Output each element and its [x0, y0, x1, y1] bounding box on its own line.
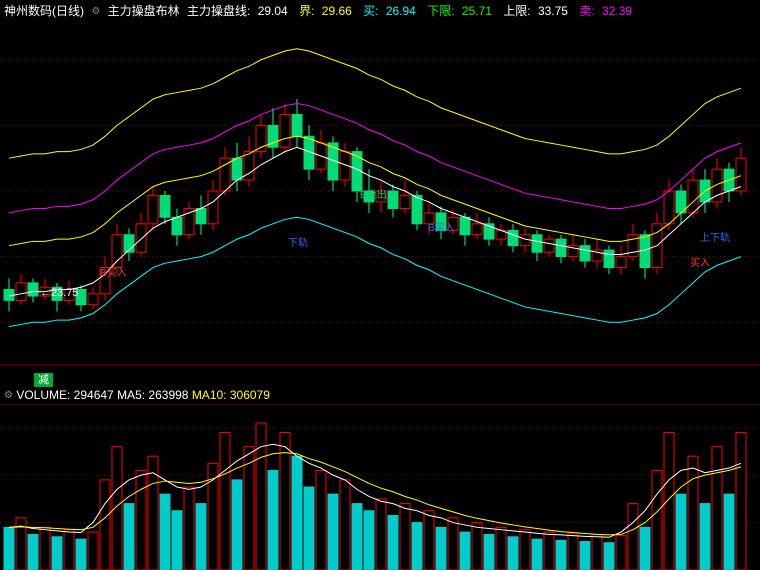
ma5-label: MA5: 263998	[117, 388, 188, 402]
svg-text:B卖出: B卖出	[360, 188, 387, 201]
volume-header: ⚙ VOLUME: 294647 MA5: 263998 MA10: 30607…	[4, 388, 270, 402]
svg-text:B买入: B买入	[100, 267, 127, 279]
svg-text:←23.75: ←23.75	[40, 287, 79, 299]
svg-text:B买入: B买入	[428, 222, 455, 234]
volume-bar-chart[interactable]	[0, 404, 760, 570]
gear-icon[interactable]: ⚙	[4, 390, 13, 401]
vol-label: VOLUME: 294647	[16, 388, 113, 402]
mid-label: 减	[34, 370, 53, 388]
svg-text:下轨: 下轨	[288, 236, 308, 249]
svg-text:买入: 买入	[690, 257, 710, 269]
main-candlestick-chart[interactable]: ←23.75B买入B买入买入B卖出上下轨下轨	[0, 16, 760, 366]
svg-text:上下轨: 上下轨	[700, 231, 730, 244]
ma10-label: MA10: 306079	[192, 388, 270, 402]
